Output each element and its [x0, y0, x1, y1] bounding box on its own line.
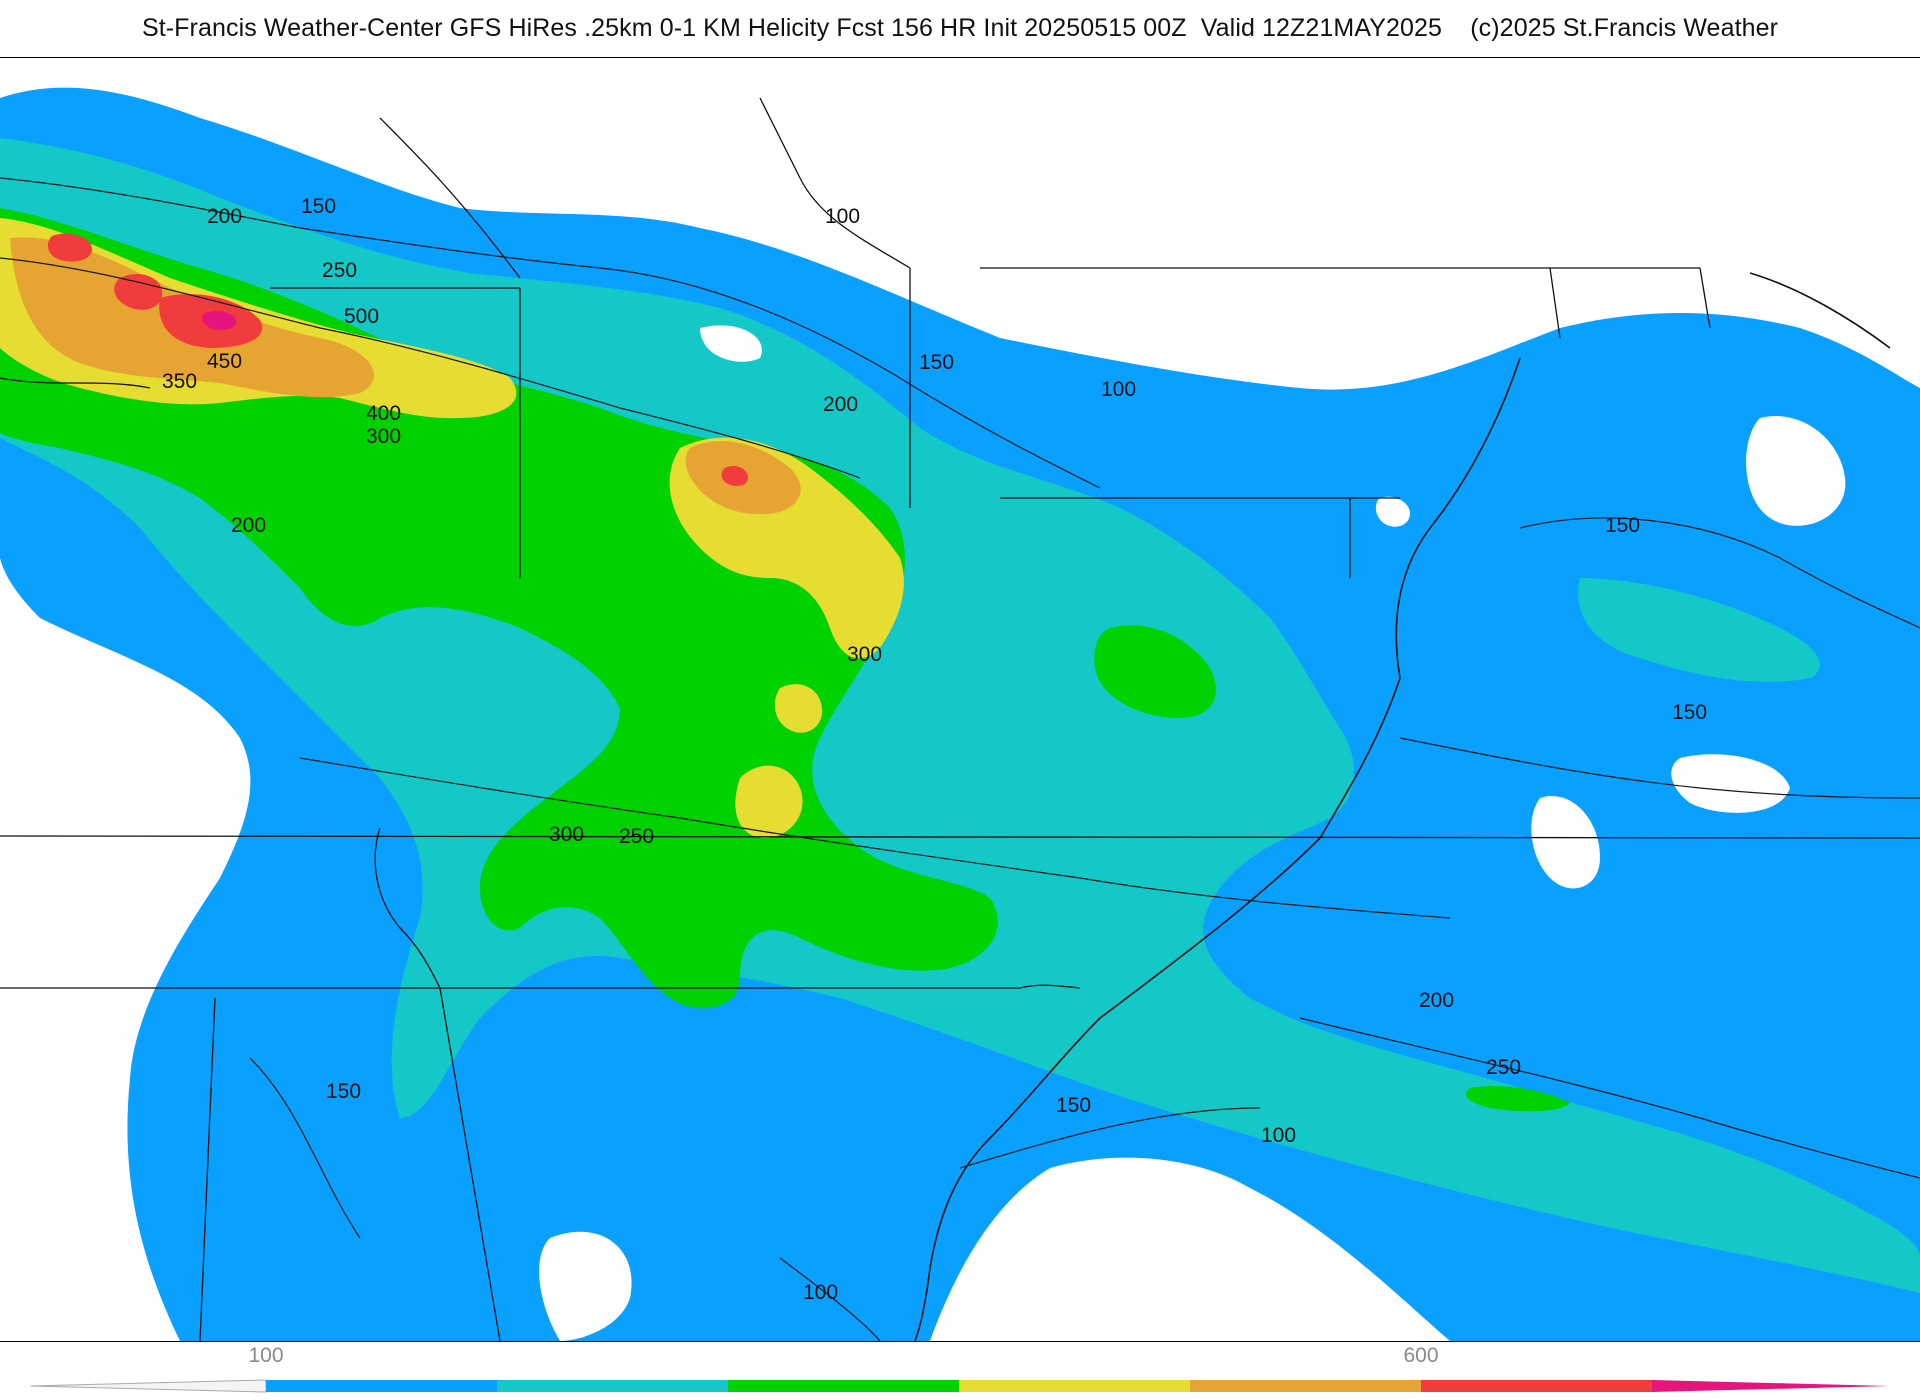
helicity-fill-500-b [114, 274, 163, 310]
helicity-fill-300-south [735, 765, 803, 838]
low-helicity-hole-1 [1746, 416, 1846, 526]
legend-segment [1190, 1380, 1421, 1392]
contour-label: 300 [847, 643, 882, 666]
coastline [914, 272, 1891, 1341]
contour-label: 100 [825, 205, 860, 228]
contour-label: 450 [207, 350, 242, 373]
contour-label: 100 [803, 1281, 838, 1304]
legend-segment [959, 1380, 1190, 1392]
helicity-fill-150-atl [1578, 578, 1820, 682]
contour-label: 500 [344, 305, 379, 328]
contour-label: 150 [1056, 1094, 1091, 1117]
contour-label: 150 [1605, 514, 1640, 537]
contour-label: 350 [162, 370, 197, 393]
contour-label: 250 [619, 825, 654, 848]
contour-label: 250 [322, 259, 357, 282]
contour-labels: 200 150 100 250 500 450 350 400 300 200 … [162, 195, 1707, 1304]
contour-label: 250 [1486, 1056, 1521, 1079]
contour-label: 200 [1419, 989, 1454, 1012]
contour-label: 100 [1261, 1124, 1296, 1147]
color-scale-legend [29, 1379, 1890, 1393]
helicity-fill-500-d [721, 466, 748, 486]
contour-label: 150 [326, 1080, 361, 1103]
helicity-fill-600 [202, 311, 236, 330]
contour-label: 200 [231, 514, 266, 537]
legend-segment [728, 1380, 959, 1392]
low-helicity-hole-2 [1671, 754, 1790, 813]
contour-label: 150 [919, 351, 954, 374]
legend-segment [497, 1380, 728, 1392]
helicity-fill-200-east [1094, 625, 1216, 718]
low-helicity-hole-4 [1375, 496, 1410, 527]
contour-label: 300 [549, 823, 584, 846]
helicity-fill-200-atl [1466, 1086, 1570, 1112]
contour-label: 150 [301, 195, 336, 218]
helicity-fill-500-c [47, 233, 93, 262]
contour-label: 150 [1672, 701, 1707, 724]
legend-tick-100: 100 [248, 1344, 284, 1367]
contour-label: 300 [366, 425, 401, 448]
helicity-contours [0, 177, 1920, 1341]
contour-label: 100 [1101, 378, 1136, 401]
map-title: St-Francis Weather-Center GFS HiRes .25k… [141, 14, 1779, 42]
contour-label: 200 [207, 205, 242, 228]
contour-label: 400 [366, 402, 401, 425]
low-helicity-hole-3 [1531, 796, 1600, 889]
helicity-fill-300-mid [774, 684, 823, 733]
contour-label: 200 [823, 393, 858, 416]
low-helicity-hole-6 [539, 1231, 632, 1341]
legend-segment [1421, 1380, 1652, 1392]
legend-tick-600: 600 [1403, 1344, 1439, 1367]
legend-segment [266, 1380, 497, 1392]
legend-high-tail [1652, 1380, 1890, 1392]
legend-low-tail [29, 1379, 267, 1393]
low-helicity-hole-5 [700, 325, 762, 362]
state-boundaries [0, 97, 1920, 1341]
helicity-map: 200 150 100 250 500 450 350 400 300 200 … [0, 57, 1920, 1342]
